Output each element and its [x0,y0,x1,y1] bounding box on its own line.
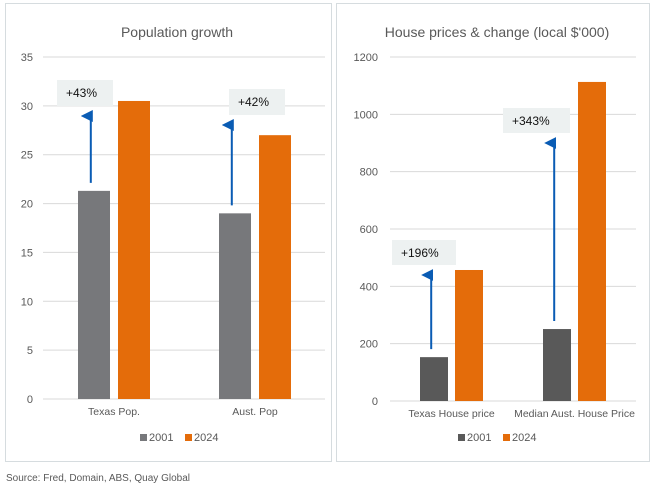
source-note: Source: Fred, Domain, ABS, Quay Global [6,473,190,484]
bar-2024 [578,81,606,401]
y-tick-label: 30 [21,101,33,113]
bar-2001 [219,213,251,399]
legend-swatch-2001 [458,434,465,441]
y-tick-label: 25 [21,150,33,162]
y-tick-label: 20 [21,199,33,211]
y-tick-label: 600 [360,224,378,236]
annotation-box [57,80,113,106]
bar-2001 [543,329,571,401]
annotation-box [503,108,570,133]
annotation-label: +42% [238,95,269,109]
x-category-label: Aust. Pop [232,406,278,418]
x-category-label: Texas House price [408,408,495,420]
bar-2001 [78,190,110,399]
y-tick-label: 15 [21,247,33,259]
annotation-label: +343% [512,114,550,128]
legend-swatch-2024 [185,434,192,441]
x-category-label: Texas Pop. [88,406,140,418]
annotation-label: +43% [66,86,97,100]
bar-2001 [420,357,448,401]
annotation-box [392,240,456,265]
legend-label: 2024 [512,432,536,444]
bar-2024 [118,100,150,399]
legend-swatch-2024 [503,434,510,441]
y-tick-label: 1200 [354,52,378,64]
chart-title: House prices & change (local $'000) [385,24,609,40]
y-tick-label: 200 [360,339,378,351]
legend-label: 2024 [194,432,218,444]
bar-2024 [259,135,291,399]
annotation-box [229,89,285,115]
annotation-label: +196% [401,246,439,260]
bar-2024 [455,269,483,401]
y-tick-label: 0 [27,394,33,406]
y-tick-label: 5 [27,345,33,357]
y-tick-label: 800 [360,167,378,179]
legend-swatch-2001 [140,434,147,441]
y-tick-label: 400 [360,281,378,293]
y-tick-label: 10 [21,296,33,308]
y-tick-label: 0 [372,396,378,408]
x-category-label: Median Aust. House Price [514,408,635,420]
legend-label: 2001 [467,432,491,444]
chart-title: Population growth [121,24,233,40]
y-tick-label: 1000 [354,109,378,121]
legend-label: 2001 [149,432,173,444]
y-tick-label: 35 [21,52,33,64]
